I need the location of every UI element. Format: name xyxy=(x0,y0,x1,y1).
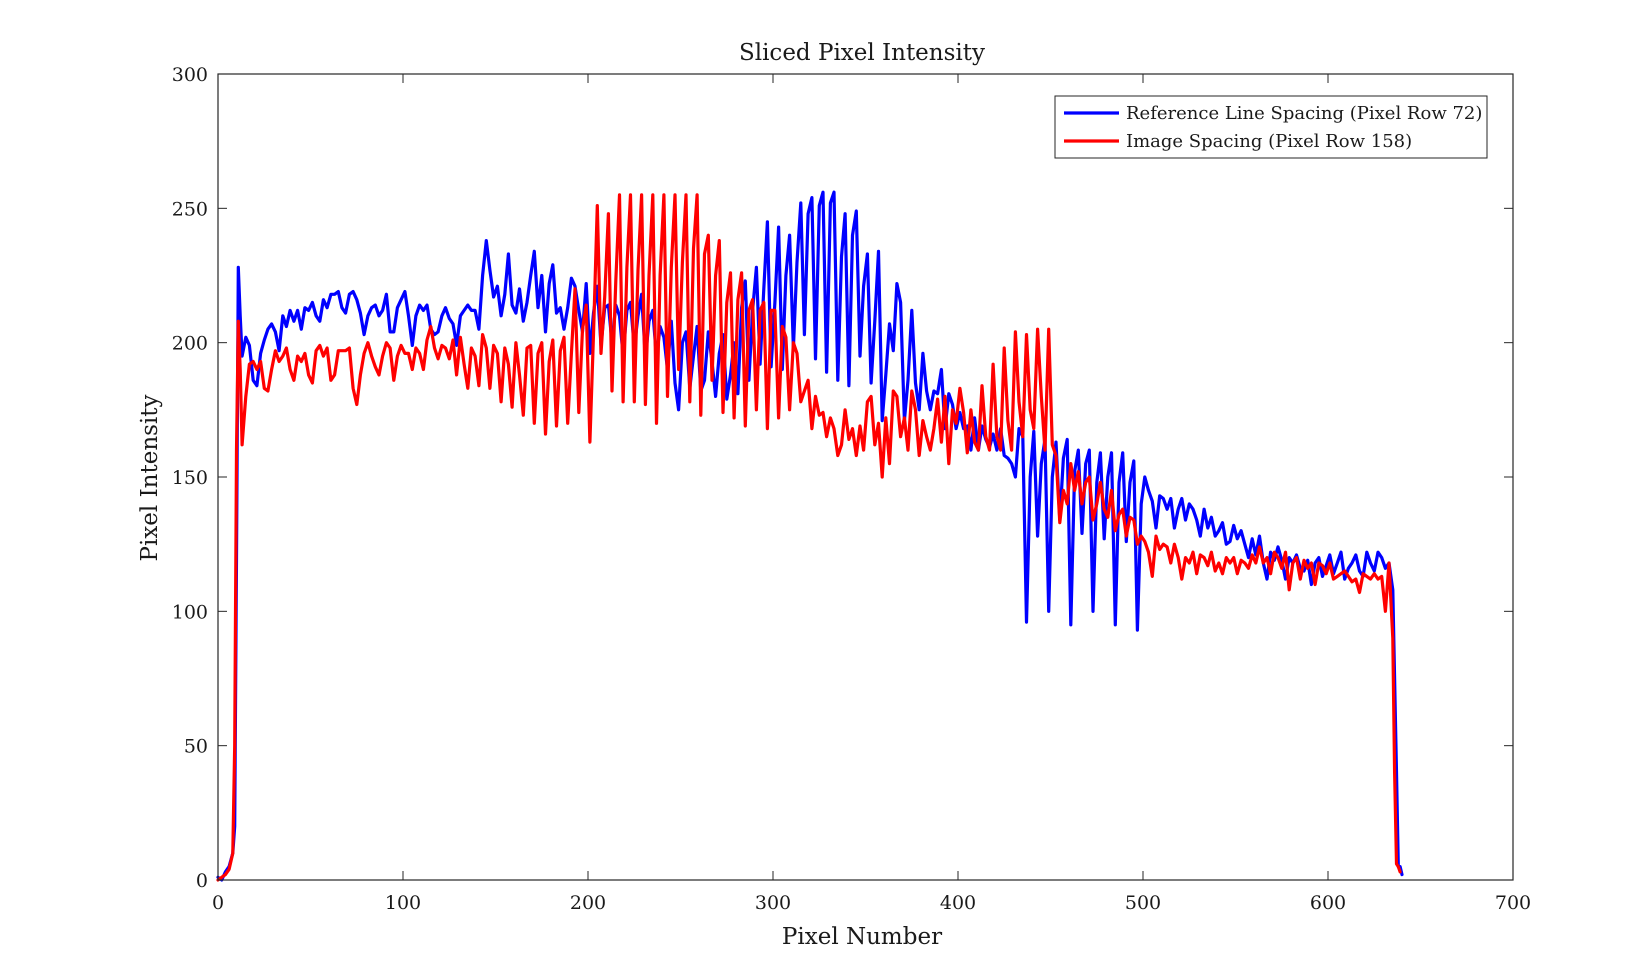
x-tick-label: 500 xyxy=(1125,892,1161,914)
y-tick-label: 50 xyxy=(184,736,208,758)
x-tick-label: 400 xyxy=(940,892,976,914)
x-tick-label: 200 xyxy=(570,892,606,914)
x-axis-label: Pixel Number xyxy=(782,924,942,950)
legend-label-1: Reference Line Spacing (Pixel Row 72) xyxy=(1126,103,1482,124)
series-line-2 xyxy=(216,193,1402,882)
y-tick-label: 300 xyxy=(172,64,208,86)
y-tick-label: 100 xyxy=(172,601,208,623)
x-tick-label: 0 xyxy=(212,892,224,914)
legend-label-2: Image Spacing (Pixel Row 158) xyxy=(1126,131,1412,152)
legend-box xyxy=(1054,95,1488,159)
y-tick-label: 150 xyxy=(172,467,208,489)
axis-ticks: 0 100 200 300 400 500 600 700 0 50 100 150 200 250 300 xyxy=(172,64,1531,914)
legend: Reference Line Spacing (Pixel Row 72) Ima… xyxy=(1054,95,1488,159)
x-tick-label: 600 xyxy=(1310,892,1346,914)
plot-lines xyxy=(216,190,1404,882)
y-tick-label: 250 xyxy=(172,198,208,220)
y-tick-label: 200 xyxy=(172,333,208,355)
x-tick-label: 300 xyxy=(755,892,791,914)
x-tick-label: 100 xyxy=(385,892,421,914)
chart-title: Sliced Pixel Intensity xyxy=(739,40,985,66)
y-tick-label: 0 xyxy=(196,870,208,892)
y-axis-label: Pixel Intensity xyxy=(137,394,163,561)
series-line-1 xyxy=(216,190,1404,882)
plot-frame xyxy=(217,73,1514,881)
x-tick-label: 700 xyxy=(1495,892,1531,914)
